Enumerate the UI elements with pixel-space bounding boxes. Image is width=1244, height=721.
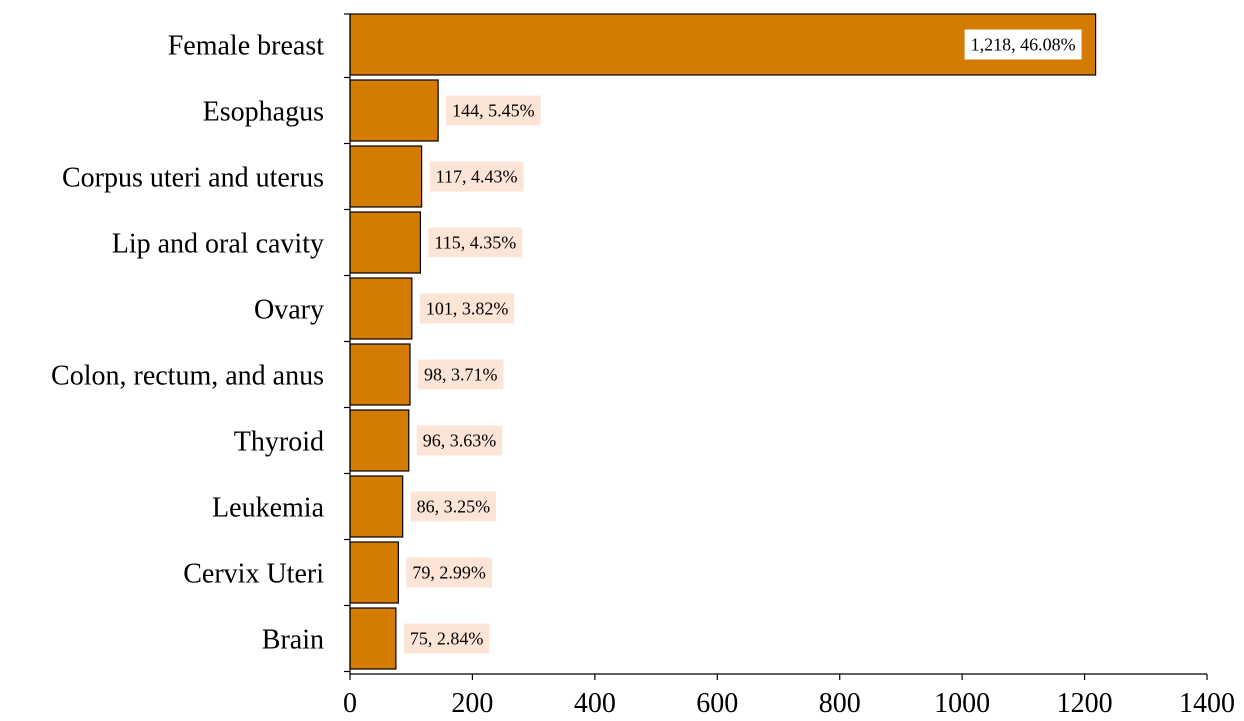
bar-lip-and-oral-cavity (349, 211, 421, 274)
data-label: 115, 4.35% (428, 227, 523, 258)
x-tick-label: 800 (819, 688, 861, 719)
data-label: 86, 3.25% (410, 491, 497, 522)
bar-colon-rectum-and-anus (349, 343, 411, 406)
data-label-bg (406, 557, 492, 588)
bar-leukemia (349, 475, 404, 538)
data-label-text: 79, 2.99% (412, 563, 486, 583)
category-label: Brain (262, 625, 324, 656)
data-label-bg (419, 293, 515, 324)
data-label: 96, 3.63% (416, 425, 503, 456)
x-tick-label: 1000 (934, 688, 990, 719)
data-label-text: 144, 5.45% (452, 101, 535, 121)
data-label-bg (446, 95, 541, 126)
data-label-bg (964, 29, 1082, 60)
data-labels-layer: 1,218, 46.08% 144, 5.45% 117, 4.43% 115, 4.… (403, 29, 1082, 654)
data-label-text: 1,218, 46.08% (971, 35, 1076, 55)
bar-corpus-uteri-and-uterus (349, 145, 423, 208)
category-label: Female breast (168, 31, 324, 62)
bar-brain (349, 607, 397, 670)
category-labels-layer: Female breast Esophagus Corpus uteri and u… (51, 31, 325, 656)
data-label: 117, 4.43% (429, 161, 524, 192)
x-tick-label: 200 (451, 688, 493, 719)
data-label-bg (403, 623, 490, 654)
category-label: Leukemia (212, 493, 325, 524)
x-tick-label: 600 (696, 688, 738, 719)
data-label-text: 96, 3.63% (423, 431, 497, 451)
category-label: Esophagus (203, 97, 324, 128)
data-label-text: 101, 3.82% (426, 299, 509, 319)
data-label-text: 115, 4.35% (434, 233, 516, 253)
axes-layer: 0 200 400 600 800 1000 1200 1400 (343, 13, 1235, 719)
category-label: Ovary (254, 295, 324, 326)
bar-esophagus (349, 79, 439, 142)
bar-ovary (349, 277, 413, 340)
data-label-text: 86, 3.25% (417, 497, 491, 517)
data-label: 101, 3.82% (419, 293, 515, 324)
x-tick-label: 1400 (1179, 688, 1235, 719)
data-label-bg (428, 227, 523, 258)
data-label-bg (417, 359, 504, 390)
data-label: 1,218, 46.08% (964, 29, 1082, 60)
data-label-text: 98, 3.71% (424, 365, 498, 385)
data-label-bg (410, 491, 497, 522)
bar-cervix-uteri (349, 541, 399, 604)
category-label: Colon, rectum, and anus (51, 361, 324, 392)
data-label: 75, 2.84% (403, 623, 490, 654)
bar-thyroid (349, 409, 410, 472)
category-label: Cervix Uteri (183, 559, 324, 590)
data-label-text: 75, 2.84% (410, 629, 484, 649)
x-tick-label: 400 (574, 688, 616, 719)
category-label: Corpus uteri and uterus (62, 163, 324, 194)
data-label-text: 117, 4.43% (436, 167, 518, 187)
data-label: 98, 3.71% (417, 359, 504, 390)
data-label: 144, 5.45% (446, 95, 541, 126)
data-label-bg (429, 161, 524, 192)
x-tick-label: 1200 (1057, 688, 1113, 719)
x-tick-label: 0 (343, 688, 357, 719)
data-label-bg (416, 425, 503, 456)
data-label: 79, 2.99% (406, 557, 492, 588)
category-label: Thyroid (234, 427, 324, 458)
category-label: Lip and oral cavity (112, 229, 324, 260)
